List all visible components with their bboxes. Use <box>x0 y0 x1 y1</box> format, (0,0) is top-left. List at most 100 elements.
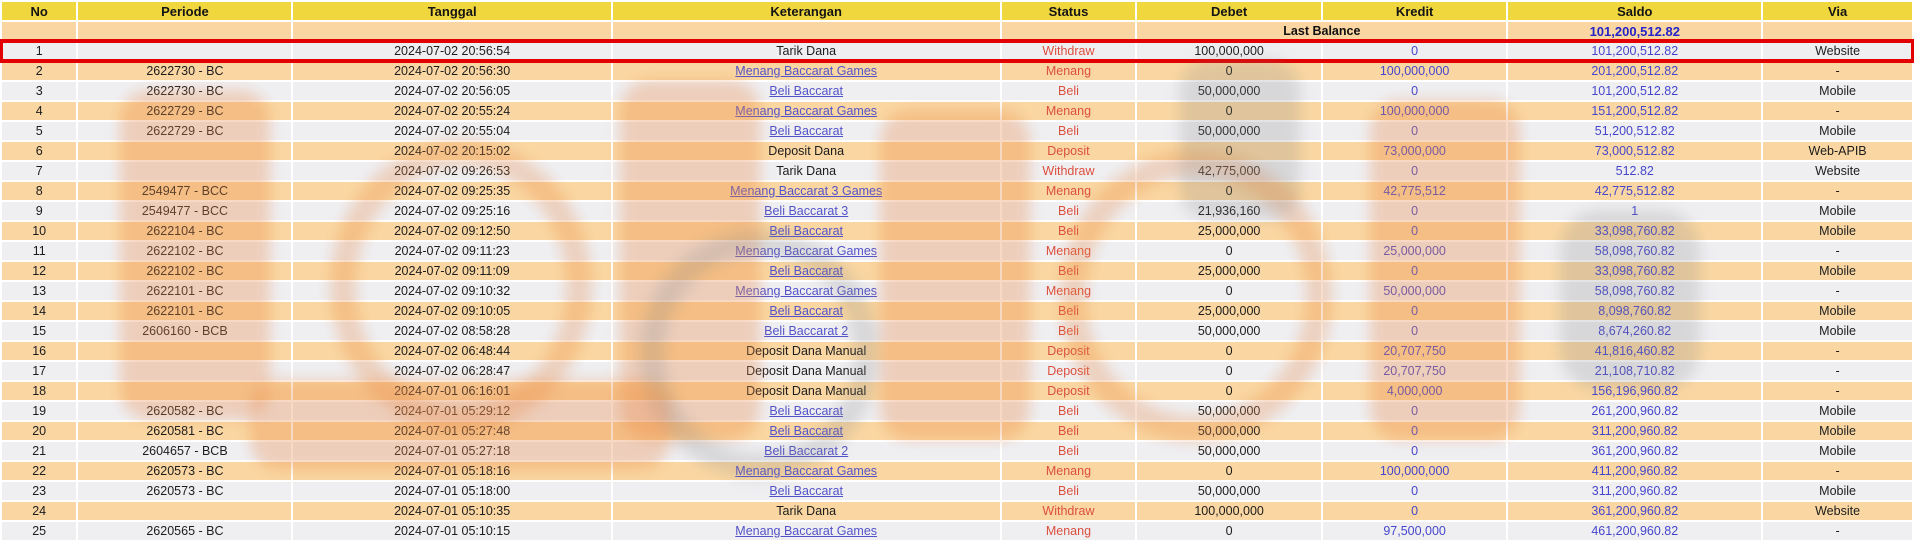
transaction-row: 8 2549477 - BCC 2024-07-02 09:25:35 Menang … <box>2 182 1912 200</box>
cell-saldo: 58,098,760.82 <box>1508 242 1762 260</box>
cell-tanggal: 2024-07-01 05:18:00 <box>293 482 611 500</box>
cell-no: 7 <box>2 162 77 180</box>
cell-keterangan: Deposit Dana <box>612 142 1000 160</box>
cell-keterangan: Tarik Dana <box>612 162 1000 180</box>
cell-tanggal: 2024-07-01 05:10:15 <box>293 522 611 540</box>
cell-kredit: 0 <box>1322 222 1507 240</box>
cell-status: Beli <box>1001 322 1136 340</box>
keterangan-link[interactable]: Menang Baccarat Games <box>735 63 878 78</box>
cell-tanggal: 2024-07-01 05:29:12 <box>293 402 611 420</box>
cell-no: 9 <box>2 202 77 220</box>
cell-saldo: 461,200,960.82 <box>1508 522 1762 540</box>
cell-no: 11 <box>2 242 77 260</box>
cell-periode: 2549477 - BCC <box>78 182 292 200</box>
cell-debet: 25,000,000 <box>1137 262 1321 280</box>
transaction-row: 22 2620573 - BC 2024-07-01 05:18:16 Menang … <box>2 462 1912 480</box>
cell-keterangan: Menang Baccarat Games <box>612 242 1000 260</box>
keterangan-link[interactable]: Menang Baccarat 3 Games <box>730 183 883 198</box>
keterangan-link[interactable]: Menang Baccarat Games <box>735 243 878 258</box>
cell-kredit: 4,000,000 <box>1322 382 1507 400</box>
last-balance-empty-via <box>1763 22 1912 40</box>
cell-periode: 2604657 - BCB <box>78 442 292 460</box>
cell-via: - <box>1763 362 1912 380</box>
transaction-row: 10 2622104 - BC 2024-07-02 09:12:50 Beli Ba… <box>2 222 1912 240</box>
cell-via: Mobile <box>1763 82 1912 100</box>
cell-kredit: 20,707,750 <box>1322 362 1507 380</box>
keterangan-link[interactable]: Beli Baccarat 2 <box>764 443 849 458</box>
cell-kredit: 0 <box>1322 162 1507 180</box>
cell-debet: 0 <box>1137 102 1321 120</box>
cell-no: 1 <box>2 42 77 60</box>
cell-kredit: 50,000,000 <box>1322 282 1507 300</box>
keterangan-link[interactable]: Menang Baccarat Games <box>735 463 878 478</box>
cell-tanggal: 2024-07-02 20:15:02 <box>293 142 611 160</box>
cell-status: Menang <box>1001 182 1136 200</box>
cell-no: 10 <box>2 222 77 240</box>
cell-kredit: 0 <box>1322 442 1507 460</box>
transaction-row: 11 2622102 - BC 2024-07-02 09:11:23 Menang … <box>2 242 1912 260</box>
cell-debet: 0 <box>1137 62 1321 80</box>
cell-tanggal: 2024-07-01 05:27:18 <box>293 442 611 460</box>
cell-saldo: 8,674,260.82 <box>1508 322 1762 340</box>
keterangan-link[interactable]: Beli Baccarat <box>769 83 843 98</box>
cell-keterangan: Beli Baccarat <box>612 122 1000 140</box>
cell-via: Mobile <box>1763 482 1912 500</box>
cell-tanggal: 2024-07-02 09:11:09 <box>293 262 611 280</box>
cell-tanggal: 2024-07-02 09:25:16 <box>293 202 611 220</box>
keterangan-link[interactable]: Beli Baccarat <box>769 403 843 418</box>
cell-periode: 2622102 - BC <box>78 262 292 280</box>
cell-keterangan: Beli Baccarat <box>612 302 1000 320</box>
cell-keterangan: Beli Baccarat 3 <box>612 202 1000 220</box>
cell-kredit: 100,000,000 <box>1322 462 1507 480</box>
transaction-row: 17 2024-07-02 06:28:47 Deposit Dana Manual… <box>2 362 1912 380</box>
cell-periode: 2622730 - BC <box>78 62 292 80</box>
keterangan-link[interactable]: Beli Baccarat 3 <box>764 203 849 218</box>
cell-saldo: 311,200,960.82 <box>1508 482 1762 500</box>
cell-keterangan: Menang Baccarat 3 Games <box>612 182 1000 200</box>
cell-kredit: 0 <box>1322 402 1507 420</box>
cell-debet: 0 <box>1137 142 1321 160</box>
cell-saldo: 101,200,512.82 <box>1508 42 1762 60</box>
cell-saldo: 41,816,460.82 <box>1508 342 1762 360</box>
cell-periode <box>78 362 292 380</box>
cell-keterangan: Beli Baccarat <box>612 262 1000 280</box>
cell-tanggal: 2024-07-02 09:10:05 <box>293 302 611 320</box>
cell-no: 5 <box>2 122 77 140</box>
cell-tanggal: 2024-07-01 05:18:16 <box>293 462 611 480</box>
keterangan-link[interactable]: Beli Baccarat <box>769 423 843 438</box>
cell-kredit: 73,000,000 <box>1322 142 1507 160</box>
cell-status: Deposit <box>1001 342 1136 360</box>
cell-keterangan: Menang Baccarat Games <box>612 282 1000 300</box>
cell-periode: 2622101 - BC <box>78 302 292 320</box>
keterangan-link[interactable]: Beli Baccarat <box>769 123 843 138</box>
transaction-row: 6 2024-07-02 20:15:02 Deposit Dana Deposit 0… <box>2 142 1912 160</box>
cell-periode: 2622101 - BC <box>78 282 292 300</box>
cell-kredit: 0 <box>1322 322 1507 340</box>
cell-periode: 2620565 - BC <box>78 522 292 540</box>
cell-debet: 42,775,000 <box>1137 162 1321 180</box>
cell-periode <box>78 162 292 180</box>
keterangan-link[interactable]: Menang Baccarat Games <box>735 103 878 118</box>
keterangan-link[interactable]: Beli Baccarat <box>769 483 843 498</box>
cell-via: - <box>1763 242 1912 260</box>
keterangan-link[interactable]: Menang Baccarat Games <box>735 523 878 538</box>
cell-keterangan: Deposit Dana Manual <box>612 362 1000 380</box>
cell-debet: 100,000,000 <box>1137 502 1321 520</box>
cell-periode <box>78 42 292 60</box>
cell-debet: 0 <box>1137 242 1321 260</box>
cell-no: 2 <box>2 62 77 80</box>
keterangan-link[interactable]: Menang Baccarat Games <box>735 283 878 298</box>
keterangan-link[interactable]: Beli Baccarat 2 <box>764 323 849 338</box>
cell-kredit: 0 <box>1322 422 1507 440</box>
column-header-no: No <box>2 2 77 20</box>
keterangan-link[interactable]: Beli Baccarat <box>769 223 843 238</box>
cell-periode: 2622104 - BC <box>78 222 292 240</box>
cell-periode: 2622730 - BC <box>78 82 292 100</box>
transaction-row: 18 2024-07-01 06:16:01 Deposit Dana Manual… <box>2 382 1912 400</box>
cell-keterangan: Beli Baccarat 2 <box>612 322 1000 340</box>
cell-keterangan: Beli Baccarat <box>612 422 1000 440</box>
keterangan-link[interactable]: Beli Baccarat <box>769 263 843 278</box>
cell-debet: 25,000,000 <box>1137 302 1321 320</box>
keterangan-link[interactable]: Beli Baccarat <box>769 303 843 318</box>
